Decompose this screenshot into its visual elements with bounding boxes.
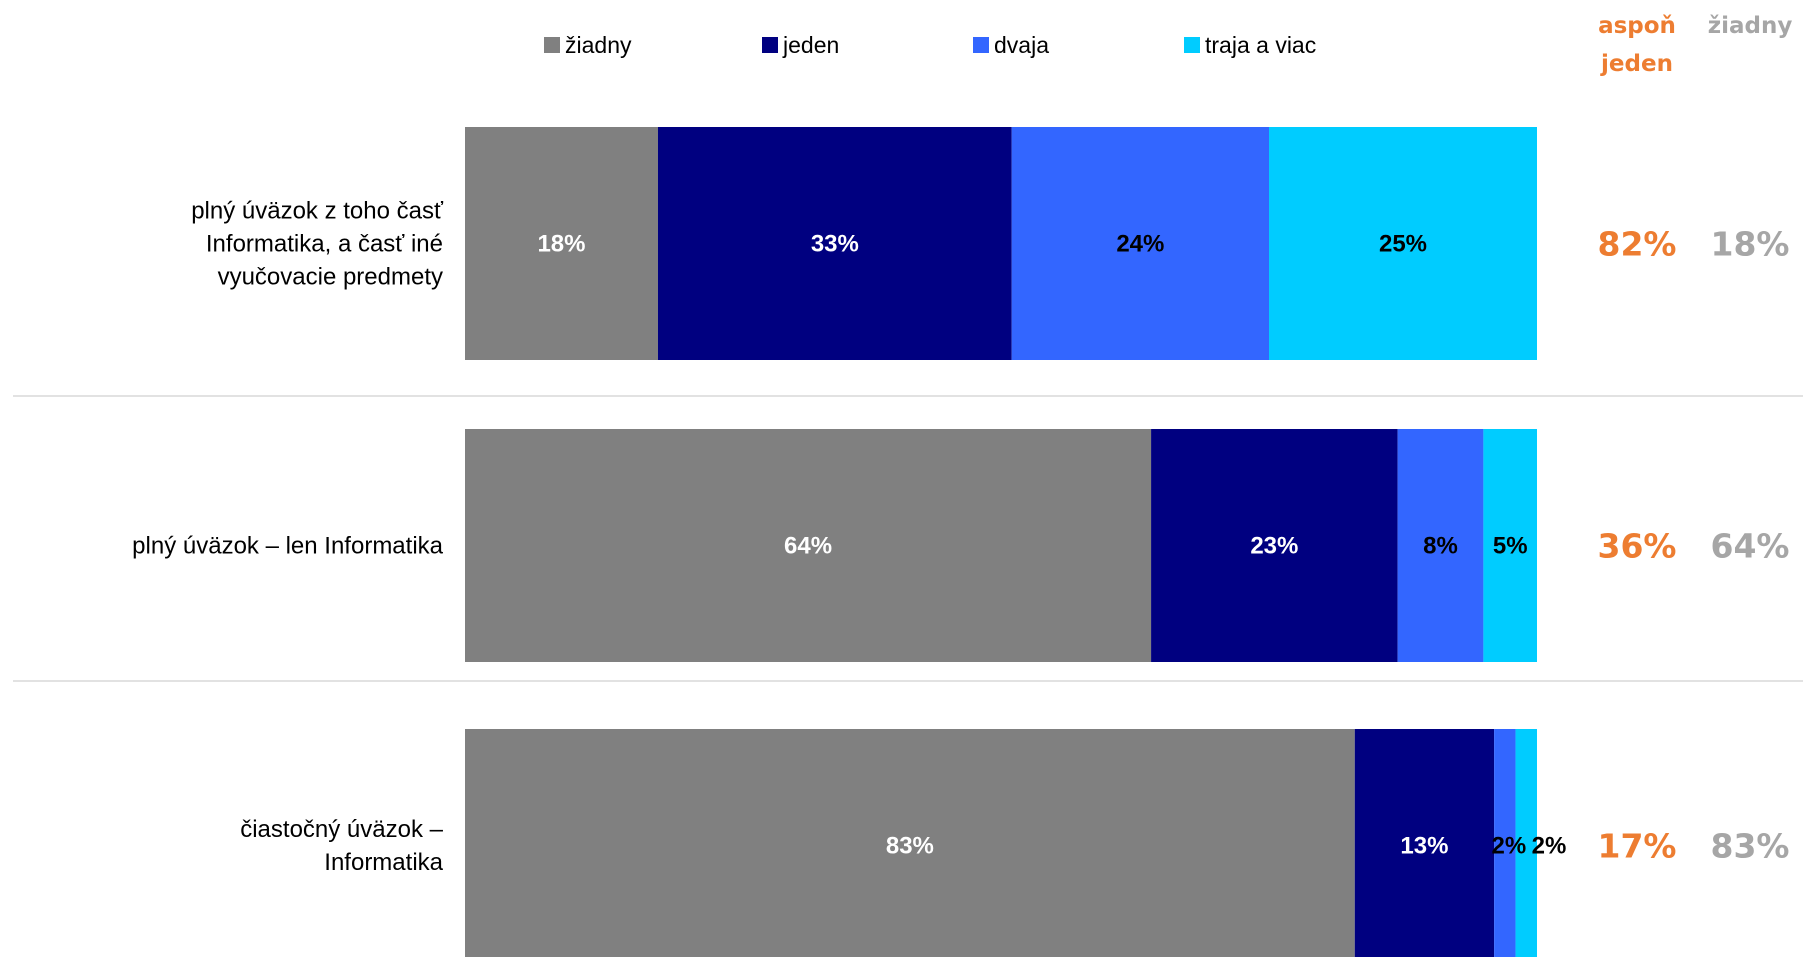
legend-label-3: dvaja [994,32,1049,58]
category-label-2-line-1: plný úväzok – len Informatika [132,533,443,560]
summary-value-2-1: 36% [1598,527,1677,566]
legend-swatch-2 [762,37,778,53]
bar-segment-1-4 [1269,127,1537,360]
bar-segment-2-4 [1483,429,1537,662]
legend-swatch-4 [1184,37,1200,53]
summary-header-1-line-1: aspoň [1598,13,1676,39]
data-label-1-2: 33% [811,231,859,258]
bar-segment-1-3 [1011,127,1269,360]
data-label-2-3: 8% [1423,533,1458,560]
data-label-3-2: 13% [1400,833,1448,860]
category-label-1-line-2: Informatika, a časť iné [206,231,443,258]
category-label-1-line-3: vyučovacie predmety [218,264,443,291]
data-label-2-1: 64% [784,533,832,560]
bar-segment-3-1 [465,729,1355,957]
legend-label-1: žiadny [565,32,632,58]
bar-segment-2-1 [465,429,1152,662]
data-label-3-4: 2% [1532,833,1567,860]
data-label-1-1: 18% [537,231,585,258]
category-label-3-line-2: Informatika [324,849,443,876]
summary-value-2-2: 64% [1711,527,1790,566]
data-label-1-4: 25% [1379,231,1427,258]
summary-value-3-2: 83% [1711,827,1790,866]
legend-label-2: jeden [782,32,839,58]
category-label-3-line-1: čiastočný úväzok – [240,816,443,843]
bar-segment-1-2 [657,127,1012,360]
summary-value-1-1: 82% [1598,225,1677,264]
summary-header-1-line-2: jeden [1600,51,1673,77]
bar-segment-3-4 [1515,729,1537,957]
summary-header-2-line-1: žiadny [1708,13,1793,39]
legend-swatch-3 [973,37,989,53]
data-label-2-2: 23% [1250,533,1298,560]
summary-value-3-1: 17% [1598,827,1677,866]
legend-swatch-1 [544,37,560,53]
data-label-1-3: 24% [1116,231,1164,258]
summary-value-1-2: 18% [1711,225,1790,264]
bar-segment-3-2 [1354,729,1495,957]
data-label-3-3: 2% [1491,833,1526,860]
bar-segment-1-1 [465,127,658,360]
bar-segment-3-3 [1494,729,1516,957]
category-label-1-line-1: plný úväzok z toho časť [191,198,444,225]
bar-segment-2-2 [1151,429,1398,662]
data-label-2-4: 5% [1493,533,1528,560]
bar-segment-2-3 [1397,429,1484,662]
legend-label-4: traja a viac [1205,32,1316,58]
data-label-3-1: 83% [886,833,934,860]
